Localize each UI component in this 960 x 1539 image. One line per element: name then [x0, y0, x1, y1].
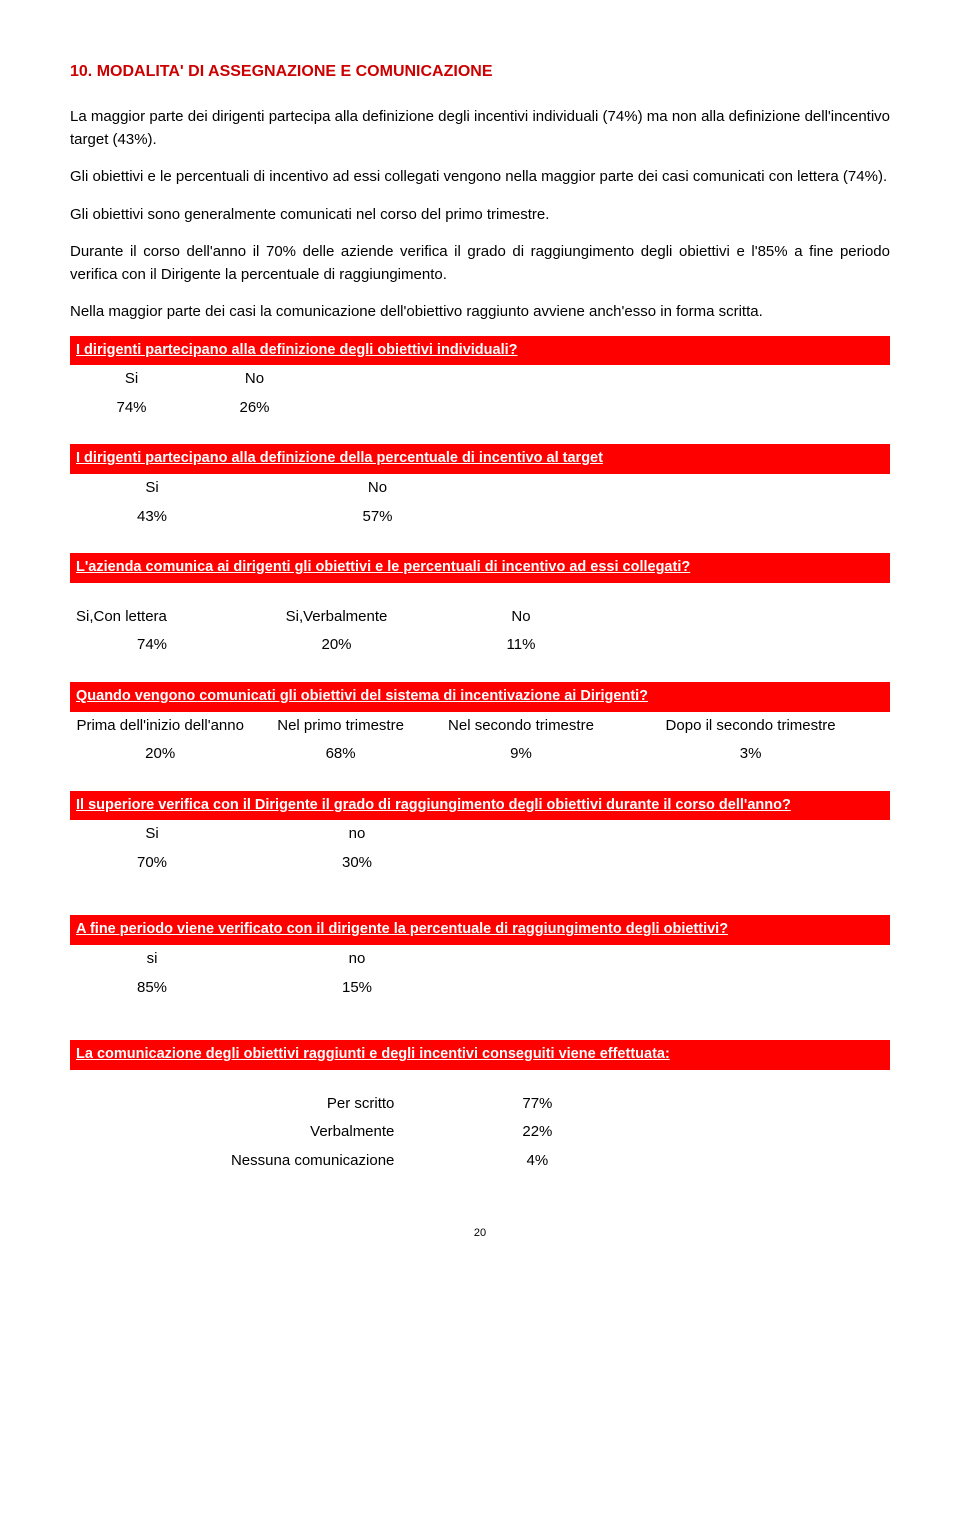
paragraph-2: Gli obiettivi e le percentuali di incent… [70, 166, 890, 189]
section-title: 10. MODALITA' DI ASSEGNAZIONE E COMUNICA… [70, 60, 890, 84]
table-3-col3-header: No [439, 603, 603, 632]
table-6: A fine periodo viene verificato con il d… [70, 915, 890, 1018]
table-4-col4-value: 3% [611, 740, 890, 769]
table-7-row3-value: 4% [414, 1147, 660, 1176]
table-3: L'azienda comunica ai dirigenti gli obie… [70, 553, 890, 660]
table-1-col2-value: 26% [193, 394, 316, 423]
table-2-header: I dirigenti partecipano alla definizione… [70, 444, 890, 474]
table-6-col1-header: si [70, 945, 234, 974]
table-5-col2-header: no [234, 820, 480, 849]
table-1-col1-value: 74% [70, 394, 193, 423]
table-4: Quando vengono comunicati gli obiettivi … [70, 682, 890, 769]
table-2-col2-value: 57% [234, 503, 521, 532]
table-4-col3-header: Nel secondo trimestre [431, 712, 611, 741]
table-7-row3-label: Nessuna comunicazione [70, 1147, 414, 1176]
table-7-row2-value: 22% [414, 1118, 660, 1147]
table-5-col2-value: 30% [234, 849, 480, 878]
table-6-header: A fine periodo viene verificato con il d… [70, 915, 890, 945]
paragraph-1: La maggior parte dei dirigenti partecipa… [70, 106, 890, 151]
table-7-header: La comunicazione degli obiettivi raggiun… [70, 1040, 890, 1070]
table-1: I dirigenti partecipano alla definizione… [70, 336, 890, 423]
table-4-col2-header: Nel primo trimestre [250, 712, 430, 741]
table-4-col1-header: Prima dell'inizio dell'anno [70, 712, 250, 741]
table-4-col2-value: 68% [250, 740, 430, 769]
table-2-col1-value: 43% [70, 503, 234, 532]
table-7-row1-value: 77% [414, 1090, 660, 1119]
table-3-col2-header: Si,Verbalmente [234, 603, 439, 632]
table-4-header: Quando vengono comunicati gli obiettivi … [70, 682, 890, 712]
table-7-row1-label: Per scritto [70, 1090, 414, 1119]
page-number: 20 [70, 1225, 890, 1242]
paragraph-5: Nella maggior parte dei casi la comunica… [70, 301, 890, 324]
table-3-header: L'azienda comunica ai dirigenti gli obie… [70, 553, 890, 583]
table-7: La comunicazione degli obiettivi raggiun… [70, 1040, 890, 1175]
table-4-col1-value: 20% [70, 740, 250, 769]
paragraph-4: Durante il corso dell'anno il 70% delle … [70, 241, 890, 286]
table-3-col1-value: 74% [70, 631, 234, 660]
table-6-col2-header: no [234, 945, 480, 974]
table-3-col1-header: Si,Con lettera [70, 603, 234, 632]
table-6-col2-value: 15% [234, 974, 480, 1003]
table-2: I dirigenti partecipano alla definizione… [70, 444, 890, 531]
table-1-col2-header: No [193, 365, 316, 394]
table-5: Il superiore verifica con il Dirigente i… [70, 791, 890, 894]
table-1-header: I dirigenti partecipano alla definizione… [70, 336, 890, 366]
table-5-col1-header: Si [70, 820, 234, 849]
table-4-col3-value: 9% [431, 740, 611, 769]
table-4-col4-header: Dopo il secondo trimestre [611, 712, 890, 741]
table-2-col2-header: No [234, 474, 521, 503]
table-5-header: Il superiore verifica con il Dirigente i… [70, 791, 890, 821]
table-6-col1-value: 85% [70, 974, 234, 1003]
table-7-row2-label: Verbalmente [70, 1118, 414, 1147]
table-2-col1-header: Si [70, 474, 234, 503]
table-1-col1-header: Si [70, 365, 193, 394]
table-3-col2-value: 20% [234, 631, 439, 660]
table-3-col3-value: 11% [439, 631, 603, 660]
paragraph-3: Gli obiettivi sono generalmente comunica… [70, 204, 890, 227]
table-5-col1-value: 70% [70, 849, 234, 878]
